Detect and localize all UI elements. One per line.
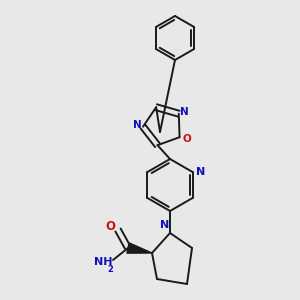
Text: N: N bbox=[160, 220, 169, 230]
Text: O: O bbox=[105, 220, 115, 233]
Text: 2: 2 bbox=[107, 265, 113, 274]
Text: N: N bbox=[196, 167, 205, 177]
Polygon shape bbox=[127, 243, 152, 253]
Text: N: N bbox=[180, 107, 189, 117]
Text: NH: NH bbox=[94, 257, 112, 267]
Text: O: O bbox=[182, 134, 191, 144]
Text: N: N bbox=[133, 120, 141, 130]
